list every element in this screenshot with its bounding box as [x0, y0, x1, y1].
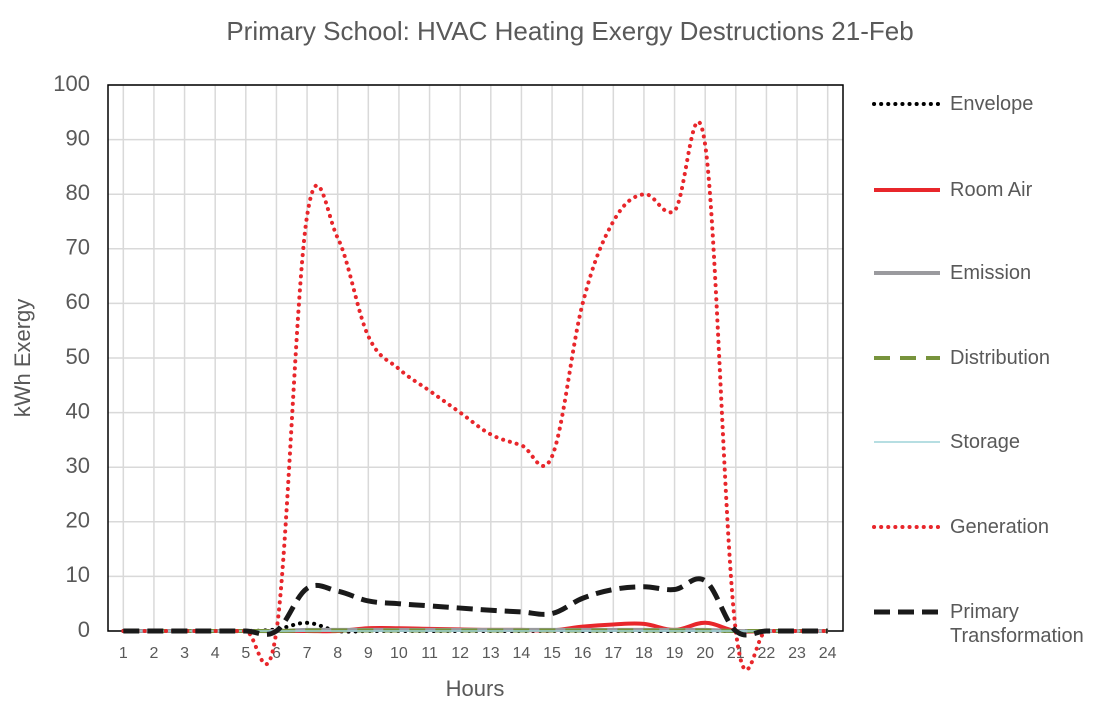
y-tick-label: 90 [66, 125, 90, 150]
y-tick-label: 50 [66, 344, 90, 369]
y-tick-label: 20 [66, 508, 90, 533]
x-tick-label: 15 [543, 645, 561, 662]
x-tick-label: 16 [574, 645, 592, 662]
y-tick-label: 30 [66, 453, 90, 478]
y-axis-label: kWh Exergy [10, 299, 35, 418]
x-tick-label: 22 [758, 645, 776, 662]
legend-label: Envelope [950, 93, 1034, 115]
x-tick-label: 12 [451, 645, 469, 662]
x-tick-label: 4 [211, 645, 220, 662]
x-tick-label: 17 [604, 645, 622, 662]
series-line [121, 119, 830, 672]
x-tick-label: 21 [727, 645, 745, 662]
x-tick-label: 10 [390, 645, 408, 662]
y-tick-label: 10 [66, 562, 90, 587]
x-tick-label: 18 [635, 645, 653, 662]
x-tick-label: 7 [303, 645, 312, 662]
y-tick-label: 70 [66, 235, 90, 260]
x-tick-label: 23 [788, 645, 806, 662]
x-tick-label: 11 [421, 645, 438, 662]
legend-label: Storage [950, 431, 1021, 453]
x-tick-label: 1 [119, 645, 128, 662]
y-tick-label: 0 [78, 617, 90, 642]
x-tick-label: 6 [272, 645, 281, 662]
legend-label: Generation [950, 516, 1049, 538]
y-tick-label: 60 [66, 289, 90, 314]
legend-label: Primary Transformation [950, 601, 1084, 647]
x-axis-label: Hours [446, 676, 505, 701]
legend-label: Room Air [950, 179, 1033, 201]
x-tick-label: 5 [241, 645, 250, 662]
x-tick-label: 14 [513, 645, 531, 662]
x-tick-label: 8 [333, 645, 342, 662]
x-tick-label: 13 [482, 645, 500, 662]
y-tick-label: 80 [66, 180, 90, 205]
y-tick-label: 40 [66, 398, 90, 423]
chart-title: Primary School: HVAC Heating Exergy Dest… [226, 16, 913, 46]
y-tick-label: 100 [53, 71, 90, 96]
x-tick-label: 2 [149, 645, 158, 662]
x-tick-label: 9 [364, 645, 373, 662]
x-tick-label: 3 [180, 645, 189, 662]
x-tick-label: 24 [819, 645, 837, 662]
legend-label: Distribution [950, 347, 1051, 369]
legend-label: Emission [950, 262, 1032, 284]
x-tick-label: 20 [696, 645, 714, 662]
x-tick-label: 19 [666, 645, 684, 662]
